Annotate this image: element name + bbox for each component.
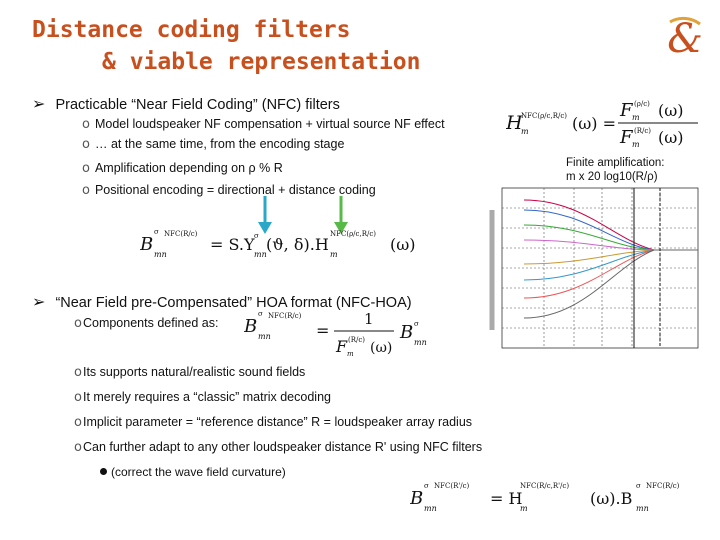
svg-text:B: B — [140, 234, 153, 255]
sub-item: o Positional encoding = directional + dis… — [82, 183, 376, 198]
arrow-down-icon — [334, 222, 348, 234]
sub-item: o… at the same time, from the encoding s… — [82, 137, 345, 152]
arrow-bullet-icon: ➢ — [32, 294, 46, 311]
sub-item: oComponents defined as: — [74, 316, 219, 331]
svg-text:B: B — [399, 322, 413, 343]
circle-bullet-icon: o — [74, 316, 82, 331]
svg-text:m: m — [330, 250, 338, 259]
encoding-equation: B mn σ NFC(R/c) = S.Y mn σ (ϑ, δ).H m NF… — [140, 228, 416, 259]
svg-text:σ: σ — [414, 320, 419, 328]
svg-text:NFC(R/c): NFC(R/c) — [268, 312, 302, 320]
svg-text:1: 1 — [364, 310, 374, 328]
svg-text:m: m — [520, 504, 528, 513]
bullet-nfc-filters: ➢ Practicable “Near Field Coding” (NFC) … — [32, 94, 340, 114]
svg-text:F: F — [619, 100, 634, 121]
circle-bullet-icon: o — [74, 390, 82, 405]
svg-text:σ: σ — [258, 310, 263, 318]
svg-text:(ω): (ω) — [658, 101, 684, 120]
sub-item: o Amplification depending on ρ % R — [82, 161, 283, 176]
sub-item: o Model loudspeaker NF compensation + vir… — [82, 117, 445, 132]
svg-text:mn: mn — [636, 504, 649, 513]
svg-text:NFC(R/c,R'/c): NFC(R/c,R'/c) — [520, 482, 569, 490]
svg-text:(R/c): (R/c) — [634, 127, 651, 135]
circle-bullet-icon: o — [82, 161, 90, 176]
nfc-filter-equation: H m NFC(ρ/c,R/c) (ω) = F m (ρ/c) (ω) F m… — [506, 100, 698, 149]
sub-item: oIts supports natural/realistic sound fi… — [74, 365, 306, 380]
bullet-nfc-filters-text: Practicable “Near Field Coding” (NFC) fi… — [55, 97, 340, 113]
svg-text:B: B — [410, 488, 423, 509]
arrow-bullet-icon: ➢ — [32, 96, 46, 113]
svg-text:m: m — [521, 127, 529, 136]
svg-text:(ρ/c): (ρ/c) — [634, 100, 650, 108]
circle-bullet-icon: o — [82, 183, 90, 198]
svg-text:σ: σ — [154, 228, 159, 236]
title-line1: Distance coding filters — [32, 17, 351, 43]
svg-text:NFC(R'/c): NFC(R'/c) — [434, 482, 470, 490]
svg-text:NFC(R/c): NFC(R/c) — [646, 482, 680, 490]
svg-text:= S.Y: = S.Y — [210, 235, 255, 254]
arrow-down-icon — [258, 222, 272, 234]
circle-bullet-icon: o — [82, 137, 90, 152]
dot-bullet-icon — [100, 468, 107, 475]
sub-item: oCan further adapt to any other loudspea… — [74, 440, 483, 455]
svg-text:σ: σ — [254, 232, 259, 240]
circle-bullet-icon: o — [74, 440, 82, 455]
svg-text:(ω): (ω) — [370, 340, 392, 356]
svg-text:(ω).B: (ω).B — [590, 489, 632, 508]
components-equation: B mn σ NFC(R/c) = 1 F m (R/c) (ω) B mn σ — [244, 310, 427, 358]
svg-text:σ: σ — [424, 482, 429, 490]
svg-text:σ: σ — [636, 482, 641, 490]
svg-text:= H: = H — [490, 489, 522, 508]
circle-bullet-icon: o — [82, 117, 90, 132]
bullet-nfc-hoa: ➢ “Near Field pre-Compensated” HOA forma… — [32, 292, 412, 312]
svg-text:=: = — [316, 321, 329, 340]
svg-text:mn: mn — [414, 338, 427, 347]
svg-text:NFC(R/c): NFC(R/c) — [164, 230, 198, 238]
sub-item: oIt merely requires a “classic” matrix d… — [74, 390, 331, 405]
svg-text:NFC(ρ/c,R/c): NFC(ρ/c,R/c) — [330, 230, 376, 238]
svg-text:F: F — [335, 337, 348, 356]
bullet-nfc-hoa-text: “Near Field pre-Compensated” HOA format … — [55, 295, 412, 311]
pointer-arrows — [258, 196, 348, 234]
circle-bullet-icon: o — [74, 365, 82, 380]
svg-text:(ω): (ω) — [390, 235, 416, 254]
svg-text:B: B — [244, 316, 257, 337]
svg-text:m: m — [632, 140, 640, 149]
svg-text:(ω): (ω) — [658, 128, 684, 147]
svg-text:F: F — [619, 127, 634, 148]
svg-text:NFC(ρ/c,R/c): NFC(ρ/c,R/c) — [521, 112, 567, 120]
ampersand-logo-icon: & — [667, 16, 703, 62]
svg-text:(ϑ, δ).H: (ϑ, δ).H — [266, 235, 329, 254]
svg-text:mn: mn — [424, 504, 437, 513]
sub-sub-item: (correct the wave field curvature) — [100, 465, 286, 479]
slide-title: Distance coding filters & viable represe… — [32, 14, 421, 78]
adaptation-equation: B mn σ NFC(R'/c) = H m NFC(R/c,R'/c) (ω)… — [410, 482, 680, 513]
nfc-filter-response-plot — [489, 187, 699, 349]
svg-text:mn: mn — [254, 250, 267, 259]
svg-text:(ω) =: (ω) = — [572, 114, 616, 133]
title-line2: & viable representation — [102, 49, 421, 75]
svg-text:(R/c): (R/c) — [348, 336, 365, 344]
svg-text:m: m — [632, 113, 640, 122]
sub-item: oImplicit parameter = “reference distanc… — [74, 415, 473, 430]
circle-bullet-icon: o — [74, 415, 82, 430]
finite-amplification-note: Finite amplification: m x 20 log10(R/ρ) — [566, 157, 665, 183]
svg-text:mn: mn — [258, 332, 271, 341]
svg-text:mn: mn — [154, 250, 167, 259]
svg-text:m: m — [347, 350, 354, 358]
svg-text:H: H — [506, 112, 523, 134]
